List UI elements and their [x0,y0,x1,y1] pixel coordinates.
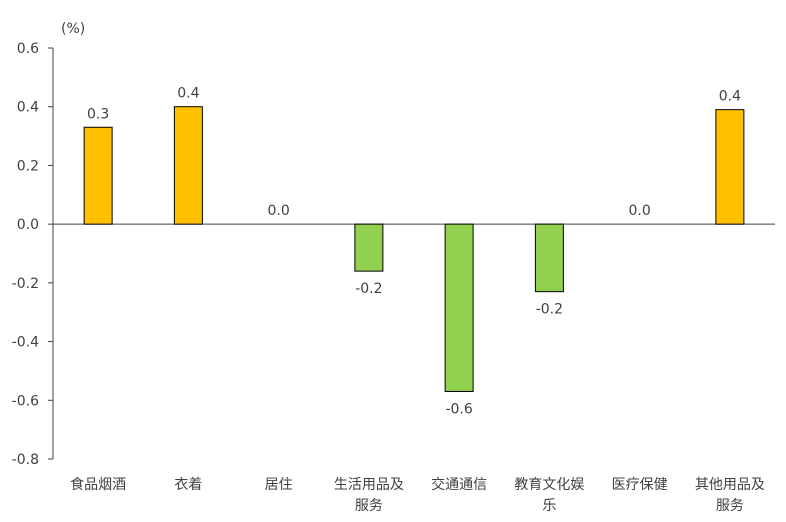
data-label-6: 0.0 [628,203,650,219]
bar-1 [173,106,203,225]
data-label-0: 0.3 [87,106,109,122]
data-label-2: 0.0 [267,203,289,219]
bar-5 [534,223,564,293]
y-tick-label: 0.6 [17,41,39,57]
x-tick-label: 医疗保健 [612,477,668,493]
data-label-4: -0.6 [445,401,472,417]
x-tick-label: 生活用品及 [334,477,404,493]
bars [83,106,745,392]
data-label-7: 0.4 [719,89,741,105]
axes: (%) 0.6 0.4 0.2 0.0 -0.2 -0.4 -0.6 -0.8 [12,21,775,468]
bar-4 [444,223,474,392]
bar-7 [715,109,745,225]
x-tick-label: 乐 [542,498,556,514]
x-tick-label: 服务 [355,498,383,514]
y-tick-label: 0.0 [17,217,39,233]
x-tick-label: 教育文化娱 [514,477,584,493]
data-label-3: -0.2 [355,281,382,297]
y-tick-label: -0.8 [12,452,39,468]
x-tick-label: 服务 [716,498,744,514]
y-tick-label: -0.2 [12,276,39,292]
data-label-1: 0.4 [177,86,199,102]
x-tick-label: 交通通信 [431,476,487,493]
x-tick-label: 食品烟酒 [70,476,126,493]
x-tick-label: 居住 [265,477,293,493]
y-tick-label: 0.2 [17,158,39,174]
bar-3 [354,223,384,272]
y-unit-label: (%) [61,21,85,37]
data-label-5: -0.2 [536,302,563,318]
x-tick-label: 衣着 [174,477,202,493]
y-tick-label: 0.4 [17,100,39,116]
y-tick-label: -0.4 [12,335,39,351]
bar-0 [83,126,113,225]
x-tick-label: 其他用品及 [695,477,765,493]
y-tick-label: -0.6 [12,393,39,409]
